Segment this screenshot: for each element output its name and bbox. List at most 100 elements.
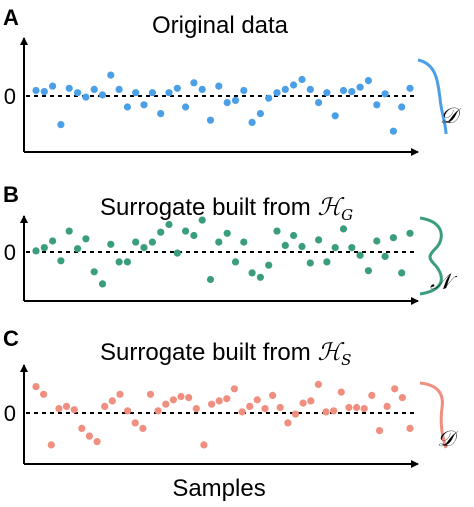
panel-a: A Original data 0 𝒟: [3, 5, 462, 156]
scatter-point: [173, 249, 181, 257]
scatter-point: [223, 229, 231, 237]
distribution-curve-b: [419, 216, 443, 296]
y-tick-zero-a: 0: [4, 84, 16, 109]
scatter-point: [398, 103, 406, 111]
scatter-point: [231, 258, 240, 266]
scatter-point: [215, 397, 223, 405]
scatter-point: [330, 407, 338, 415]
y-tick-zero-b: 0: [4, 240, 16, 265]
scatter-point: [208, 400, 216, 408]
scatter-point: [314, 380, 322, 388]
scatter-point: [40, 88, 48, 96]
panel-label-b: B: [3, 182, 19, 207]
scatter-point: [276, 403, 284, 412]
scatter-point: [298, 75, 306, 84]
scatter-point: [132, 238, 140, 246]
scatter-point: [198, 85, 206, 93]
scatter-point: [74, 245, 82, 253]
scatter-point: [98, 91, 107, 99]
scatter-point: [364, 77, 372, 85]
scatter-point: [62, 402, 71, 410]
scatter-point: [406, 84, 414, 92]
panel-c: C Surrogate built from ℋS 0 𝒟: [3, 326, 459, 468]
panel-title-b: Surrogate built from ℋG: [100, 193, 353, 224]
scatter-point: [323, 89, 331, 97]
scatter-point: [200, 441, 208, 449]
scatter-point: [281, 85, 289, 93]
distribution-label-a: 𝒟: [440, 104, 462, 129]
scatter-point: [223, 395, 231, 403]
scatter-point: [32, 247, 40, 255]
scatter-point: [57, 121, 65, 129]
panel-label-a: A: [3, 5, 19, 30]
scatter-point: [49, 82, 57, 90]
scatter-point: [93, 438, 101, 446]
scatter-point: [115, 258, 123, 266]
scatter-point: [406, 229, 414, 237]
scatter-point: [246, 402, 254, 410]
scatter-point: [32, 86, 40, 95]
distribution-curve-c: [419, 381, 448, 449]
y-tick-zero-c: 0: [4, 401, 16, 426]
scatter-point: [307, 397, 315, 405]
scatter-point: [381, 90, 389, 98]
scatter-point: [146, 390, 155, 398]
scatter-point: [240, 86, 248, 95]
distribution-label-c: 𝒟: [437, 427, 459, 452]
scatter-point: [339, 225, 348, 233]
panel-label-c: C: [3, 326, 19, 351]
scatter-point: [290, 81, 298, 89]
scatter-point: [299, 399, 307, 407]
scatter-point: [348, 88, 356, 96]
scatter-point: [284, 419, 292, 427]
scatter-point: [101, 402, 109, 410]
scatter-point: [323, 258, 331, 266]
scatter-point: [190, 231, 198, 240]
panel-title-a: Original data: [152, 12, 289, 39]
scatter-point: [124, 407, 132, 415]
scatter-point: [182, 103, 190, 111]
scatter-point: [253, 396, 261, 404]
scatter-point: [148, 89, 156, 97]
scatter-point: [364, 267, 372, 275]
scatter-point: [256, 273, 264, 281]
scatter-point: [115, 85, 123, 93]
scatter-point: [230, 385, 238, 393]
scatter-point: [215, 238, 223, 246]
scatter-points-a: [32, 71, 414, 135]
scatter-point: [116, 390, 124, 398]
scatter-point: [306, 259, 314, 267]
scatter-point: [49, 237, 57, 245]
scatter-point: [375, 427, 384, 435]
distribution-label-b: 𝒩: [430, 270, 458, 295]
scatter-point: [331, 244, 339, 252]
scatter-point: [70, 406, 78, 414]
panel-b: B Surrogate built from ℋG 0 𝒩: [3, 182, 458, 305]
scatter-point: [265, 94, 273, 102]
scatter-point: [55, 405, 63, 413]
scatter-point: [123, 103, 131, 111]
scatter-point: [238, 408, 246, 416]
scatter-point: [182, 227, 190, 235]
x-axis-label: Samples: [172, 475, 265, 502]
scatter-point: [373, 101, 381, 109]
scatter-point: [223, 99, 231, 107]
scatter-point: [215, 82, 223, 90]
scatter-point: [90, 268, 98, 276]
scatter-point: [248, 118, 256, 126]
scatter-point: [337, 388, 345, 396]
distribution-curve-a: [417, 58, 448, 135]
scatter-point: [281, 241, 289, 249]
scatter-point: [348, 244, 356, 252]
scatter-point: [148, 238, 156, 246]
scatter-point: [82, 235, 90, 243]
scatter-point: [157, 228, 165, 236]
scatter-point: [169, 396, 177, 404]
scatter-point: [132, 89, 140, 97]
scatter-point: [47, 441, 55, 449]
scatter-point: [391, 385, 399, 393]
scatter-point: [368, 391, 376, 399]
scatter-point: [123, 258, 131, 266]
scatter-point: [265, 261, 273, 269]
